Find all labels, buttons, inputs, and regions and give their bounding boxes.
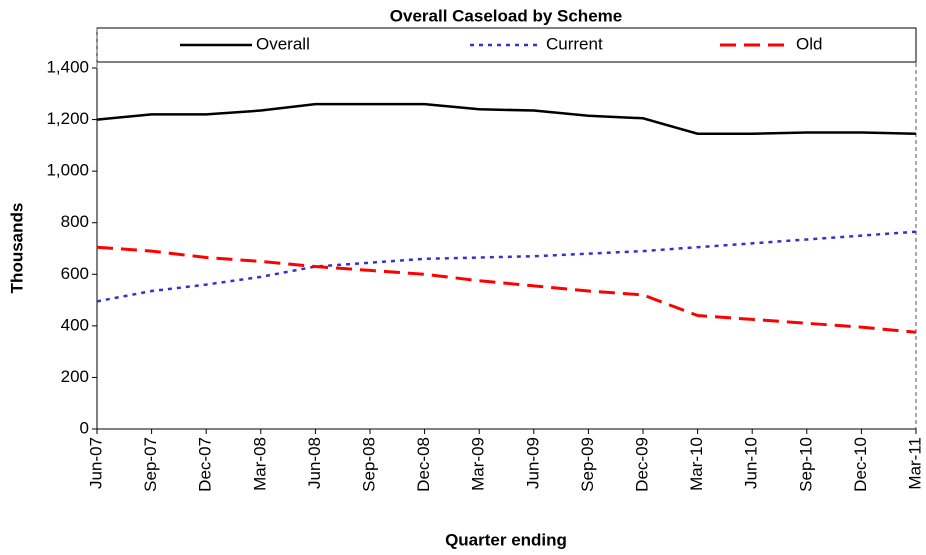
x-tick-label: Jun-08 <box>305 437 324 489</box>
series-line <box>96 102 917 136</box>
y-tick-label: 0 <box>80 418 89 437</box>
x-tick-label: Sep-10 <box>796 437 815 492</box>
series-line <box>96 245 917 334</box>
x-tick-label: Mar-10 <box>687 437 706 491</box>
legend-label: Old <box>796 34 822 53</box>
x-tick-label: Mar-11 <box>905 437 924 490</box>
x-tick-label: Jun-07 <box>86 437 105 489</box>
x-tick-label: Sep-08 <box>359 437 378 492</box>
y-tick-label: 1,400 <box>46 57 89 76</box>
x-tick-label: Sep-09 <box>578 437 597 492</box>
y-tick-label: 400 <box>61 315 89 334</box>
series-line <box>96 230 917 303</box>
x-tick-label: Jun-09 <box>523 437 542 489</box>
y-tick-label: 200 <box>61 367 89 386</box>
x-tick-label: Sep-07 <box>141 437 160 492</box>
y-tick-label: 1,200 <box>46 109 89 128</box>
y-tick-label: 800 <box>61 212 89 231</box>
y-axis-title: Thousands <box>7 203 26 294</box>
x-tick-label: Dec-10 <box>851 437 870 492</box>
legend-label: Current <box>546 34 603 53</box>
x-tick-label: Dec-08 <box>414 437 433 492</box>
x-tick-label: Jun-10 <box>742 437 761 489</box>
x-tick-label: Mar-09 <box>469 437 488 491</box>
y-tick-label: 600 <box>61 264 89 283</box>
legend-label: Overall <box>256 34 310 53</box>
x-axis-title: Quarter ending <box>445 530 567 549</box>
x-tick-label: Dec-09 <box>632 437 651 492</box>
x-tick-label: Mar-08 <box>250 437 269 491</box>
chart-title: Overall Caseload by Scheme <box>390 6 622 25</box>
y-tick-label: 1,000 <box>46 161 89 180</box>
x-tick-label: Dec-07 <box>196 437 215 492</box>
